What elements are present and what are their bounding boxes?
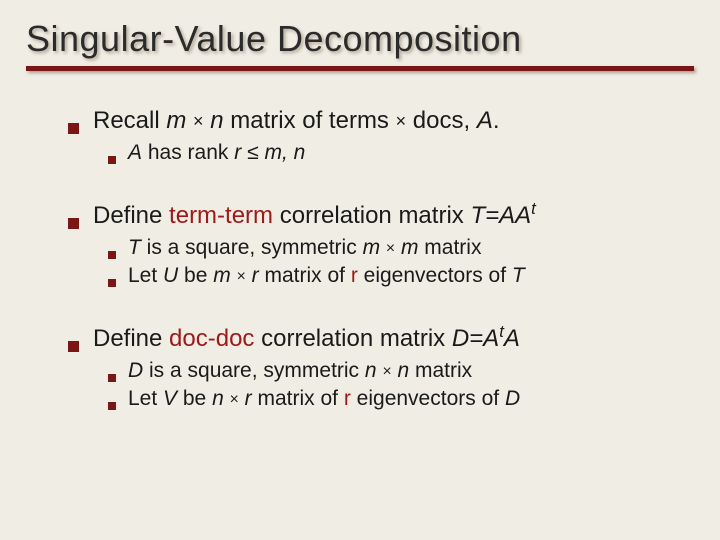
op: × [230, 391, 239, 408]
var: m [166, 107, 186, 134]
text: matrix [409, 359, 472, 382]
sub-list: D is a square, symmetric n × n matrix Le… [68, 359, 694, 411]
var: m [213, 264, 231, 287]
var: A [477, 107, 493, 134]
text: Let [128, 264, 163, 287]
slide: Singular-Value Decomposition Recall m × … [0, 0, 720, 540]
item-text: Define doc-doc correlation matrix D=AtA [93, 322, 520, 353]
text: is a square, symmetric [141, 236, 363, 259]
red-term: term-term [169, 202, 273, 229]
bullet-icon [68, 123, 79, 134]
page-title: Singular-Value Decomposition [26, 18, 694, 60]
text: Define [93, 202, 169, 229]
red-r: r [344, 387, 351, 410]
var: T=AA [470, 202, 531, 229]
sub-text: Let V be n × r matrix of r eigenvectors … [128, 387, 520, 411]
bullet-icon [108, 156, 116, 164]
bullet-icon [68, 218, 79, 229]
op: × [386, 240, 395, 257]
text: matrix of terms [224, 107, 396, 134]
text: docs, [406, 107, 477, 134]
superscript: t [531, 199, 536, 218]
red-r: r [351, 264, 358, 287]
sub-list: A has rank r ≤ m, n [68, 141, 694, 165]
text: is a square, symmetric [143, 359, 365, 382]
var: n [212, 387, 224, 410]
text: . [493, 107, 500, 134]
var: r [252, 264, 259, 287]
item-text: Recall m × n matrix of terms × docs, A. [93, 107, 500, 135]
sub-item: A has rank r ≤ m, n [108, 141, 694, 165]
sub-item: Let U be m × r matrix of r eigenvectors … [108, 264, 694, 288]
var: n [397, 359, 409, 382]
var: m [401, 236, 419, 259]
list-item: Define term-term correlation matrix T=AA… [68, 199, 694, 230]
bullet-icon [108, 251, 116, 259]
bullet-icon [68, 341, 79, 352]
sub-text: D is a square, symmetric n × n matrix [128, 359, 472, 383]
bullet-icon [108, 279, 116, 287]
var: A [128, 141, 142, 164]
list-item: Define doc-doc correlation matrix D=AtA [68, 322, 694, 353]
sub-item: T is a square, symmetric m × m matrix [108, 236, 694, 260]
text: matrix of [259, 264, 351, 287]
text: be [178, 264, 213, 287]
sub-list: T is a square, symmetric m × m matrix Le… [68, 236, 694, 288]
text: correlation matrix [273, 202, 470, 229]
var: D [128, 359, 143, 382]
op: × [382, 363, 391, 380]
bullet-icon [108, 374, 116, 382]
var: U [163, 264, 178, 287]
text: matrix of [252, 387, 344, 410]
text: matrix [418, 236, 481, 259]
text: Recall [93, 107, 166, 134]
op: ≤ [247, 141, 259, 164]
text: has rank [142, 141, 234, 164]
var: V [163, 387, 177, 410]
sub-text: A has rank r ≤ m, n [128, 141, 305, 165]
text: be [177, 387, 212, 410]
sub-item: D is a square, symmetric n × n matrix [108, 359, 694, 383]
red-term: doc-doc [169, 325, 254, 352]
var: m [363, 236, 381, 259]
var: A [504, 325, 520, 352]
text: eigenvectors of [351, 387, 505, 410]
sub-text: Let U be m × r matrix of r eigenvectors … [128, 264, 525, 288]
text: correlation matrix [254, 325, 451, 352]
var: r [245, 387, 252, 410]
var: T [512, 264, 525, 287]
var: m, n [264, 141, 305, 164]
sub-text: T is a square, symmetric m × m matrix [128, 236, 481, 260]
text [231, 264, 237, 287]
var: n [365, 359, 377, 382]
sub-item: Let V be n × r matrix of r eigenvectors … [108, 387, 694, 411]
op: × [193, 111, 204, 131]
var: D [505, 387, 520, 410]
var: D=A [452, 325, 499, 352]
var: n [210, 107, 223, 134]
bullet-icon [108, 402, 116, 410]
item-text: Define term-term correlation matrix T=AA… [93, 199, 536, 230]
op: × [237, 268, 246, 285]
text: Let [128, 387, 163, 410]
title-rule [26, 66, 694, 71]
text: Define [93, 325, 169, 352]
op: × [396, 111, 407, 131]
list-item: Recall m × n matrix of terms × docs, A. [68, 107, 694, 135]
var: T [128, 236, 141, 259]
text [224, 387, 230, 410]
content-region: Recall m × n matrix of terms × docs, A. … [26, 107, 694, 411]
text: eigenvectors of [358, 264, 512, 287]
